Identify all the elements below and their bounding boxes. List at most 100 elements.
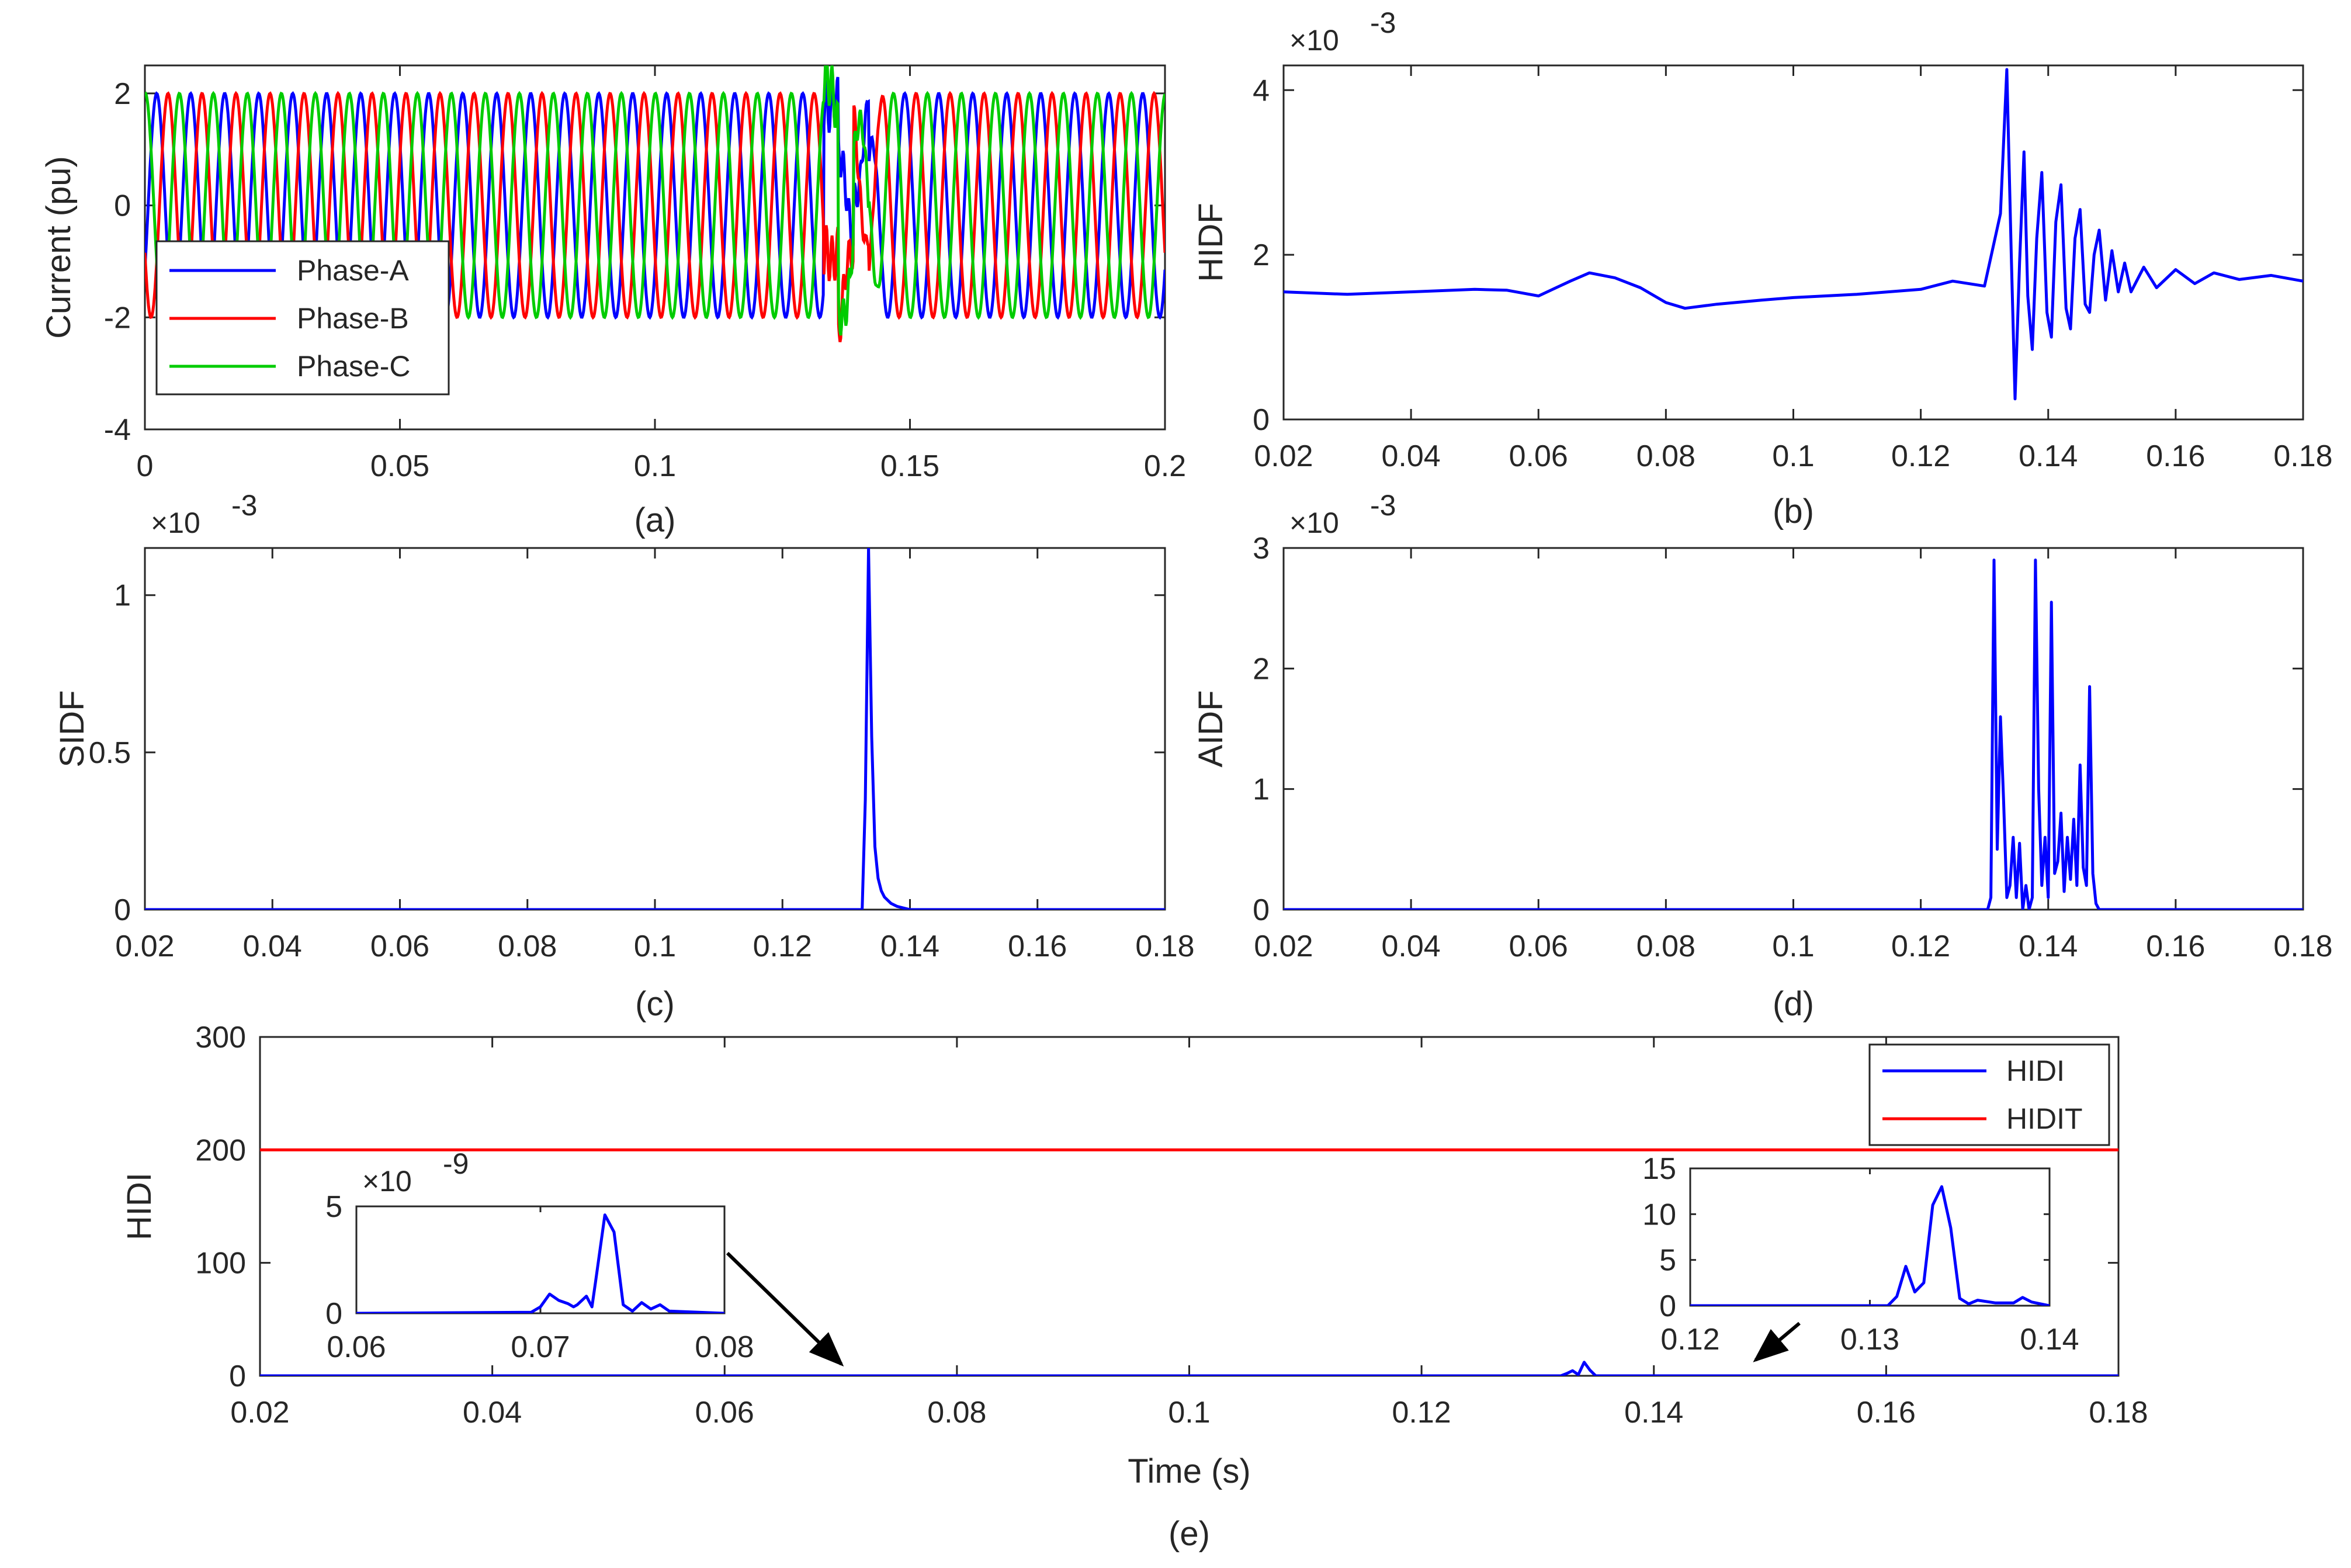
- x-tick-label: 0.14: [2019, 929, 2078, 963]
- x-tick-label: 0.08: [498, 929, 557, 963]
- x-tick-label: 0.08: [1636, 439, 1695, 473]
- axes-frame-c: [144, 547, 1166, 911]
- x-tick-label: 0.02: [1254, 439, 1313, 473]
- x-tick-label: 0.06: [327, 1330, 386, 1364]
- y-tick-label: 300: [195, 1021, 246, 1054]
- x-tick-label: 0.1: [1772, 929, 1814, 963]
- axis-multiplier: ×10: [151, 507, 200, 539]
- y-axis-label: HIDF: [1192, 203, 1230, 282]
- legend-e: HIDI HIDIT: [1868, 1043, 2110, 1146]
- x-tick-label: 0.08: [1636, 929, 1695, 963]
- y-tick-label: 0: [325, 1297, 342, 1331]
- x-tick-label: 0.12: [1392, 1396, 1451, 1430]
- x-tick-label: 0.02: [115, 929, 174, 963]
- axes-b: 0.02 0.04 0.06 0.08 0.1 0.12 0.14 0.16 0.18 0 2 4 ×1…: [1253, 6, 2333, 473]
- y-tick-label: 0: [114, 893, 131, 927]
- x-tick-label: 0.18: [1135, 929, 1194, 963]
- x-tick-label: 0.12: [753, 929, 812, 963]
- x-tick-label: 0.14: [1624, 1396, 1683, 1430]
- axes-frame-e1: [355, 1205, 726, 1314]
- axis-multiplier: ×10: [362, 1165, 412, 1198]
- y-tick-label: 2: [1253, 652, 1270, 686]
- y-axis-label: Current (pu): [40, 156, 78, 339]
- series-line-hidi: [260, 1361, 2118, 1376]
- y-tick-label: 0: [1253, 893, 1270, 927]
- y-axis-label: HIDI: [120, 1172, 158, 1240]
- series-line-phase-c: [145, 65, 1165, 336]
- x-tick-label: 0.04: [1382, 439, 1441, 473]
- axis-multiplier-exponent: -3: [1370, 489, 1396, 522]
- y-axis-label: SIDF: [53, 690, 91, 767]
- y-tick-label: 2: [114, 77, 131, 111]
- y-axis-label: AIDF: [1192, 690, 1230, 767]
- x-tick-label: 0.16: [1008, 929, 1067, 963]
- series-line-hidi: [1690, 1185, 2050, 1306]
- y-tick-label: 1: [114, 579, 131, 613]
- x-tick-label: 0.04: [463, 1396, 522, 1430]
- legend-label: Phase-B: [297, 302, 409, 335]
- arrow-to-inset-2: [1753, 1321, 1801, 1362]
- x-tick-label: 0.02: [230, 1396, 289, 1430]
- y-tick-label: 100: [195, 1247, 246, 1281]
- legend-label: HIDI: [2006, 1054, 2065, 1087]
- y-tick-label: 4: [1253, 74, 1270, 107]
- y-tick-label: 3: [1253, 532, 1270, 566]
- x-tick-label: 0.04: [1382, 929, 1441, 963]
- axes-frame-b: [1282, 64, 2304, 421]
- x-tick-label: 0.15: [880, 449, 939, 483]
- x-tick-label: 0.04: [243, 929, 302, 963]
- y-tick-label: -4: [104, 413, 131, 447]
- x-tick-label: 0.02: [1254, 929, 1313, 963]
- legend-a: Phase-A Phase-B Phase-C: [155, 240, 450, 396]
- axis-multiplier: ×10: [1289, 507, 1339, 539]
- subplot-caption: (e): [1168, 1515, 1210, 1553]
- x-tick-label: 0.13: [1840, 1323, 1899, 1357]
- subplot-caption: (d): [1773, 985, 1814, 1023]
- x-tick-label: 0.12: [1660, 1323, 1719, 1357]
- axes-frame-e2: [1689, 1167, 2051, 1307]
- series-line-hidi: [356, 1213, 724, 1313]
- x-tick-label: 0.12: [1891, 439, 1950, 473]
- subplot-caption: (b): [1773, 492, 1814, 530]
- x-tick-label: 0.06: [1509, 439, 1568, 473]
- y-tick-label: 0: [1253, 403, 1270, 437]
- y-tick-label: 10: [1642, 1198, 1676, 1231]
- x-tick-label: 0.16: [2146, 439, 2205, 473]
- x-tick-label: 0.1: [634, 929, 676, 963]
- y-tick-label: 200: [195, 1133, 246, 1167]
- x-tick-label: 0.07: [511, 1330, 570, 1364]
- x-tick-label: 0.1: [634, 449, 676, 483]
- x-tick-label: 0.16: [2146, 929, 2205, 963]
- x-tick-label: 0.18: [2273, 439, 2332, 473]
- x-tick-label: 0.08: [927, 1396, 986, 1430]
- x-tick-label: 0.14: [2019, 439, 2078, 473]
- subplot-caption: (a): [634, 501, 676, 539]
- series-line-hidf: [1284, 68, 2303, 401]
- x-tick-label: 0.06: [370, 929, 429, 963]
- x-tick-label: 0.06: [1509, 929, 1568, 963]
- axes-e1: 0.06 0.07 0.08 0 5 ×10 -9: [325, 1147, 754, 1364]
- axes-d: 0.02 0.04 0.06 0.08 0.1 0.12 0.14 0.16 0.18 0 1 2 3 ×…: [1253, 489, 2333, 963]
- x-tick-label: 0.12: [1891, 929, 1950, 963]
- x-tick-label: 0.05: [370, 449, 429, 483]
- series-line-aidf: [1284, 558, 2303, 910]
- x-tick-label: 0.14: [2020, 1323, 2079, 1357]
- subplot-caption: (c): [635, 985, 675, 1023]
- y-tick-label: 0: [114, 189, 131, 223]
- axes-c: 0.02 0.04 0.06 0.08 0.1 0.12 0.14 0.16 0.18 0 0.5 1…: [89, 489, 1195, 963]
- x-tick-label: 0.06: [695, 1396, 754, 1430]
- axis-multiplier-exponent: -3: [1370, 6, 1396, 39]
- y-tick-label: 5: [325, 1190, 342, 1224]
- x-tick-label: 0.18: [2089, 1396, 2148, 1430]
- x-axis-label: Time (s): [1128, 1452, 1250, 1490]
- legend-label: Phase-C: [297, 350, 411, 383]
- axes-frame-d: [1282, 547, 2304, 911]
- y-tick-label: -2: [104, 301, 131, 335]
- y-tick-label: 15: [1642, 1152, 1676, 1186]
- axes-e2: 0.12 0.13 0.14 0 5 10 15: [1642, 1152, 2079, 1357]
- x-tick-label: 0.1: [1168, 1396, 1210, 1430]
- series-line-sidf: [145, 548, 1165, 910]
- axis-multiplier-exponent: -9: [443, 1147, 469, 1180]
- axis-multiplier: ×10: [1289, 24, 1339, 57]
